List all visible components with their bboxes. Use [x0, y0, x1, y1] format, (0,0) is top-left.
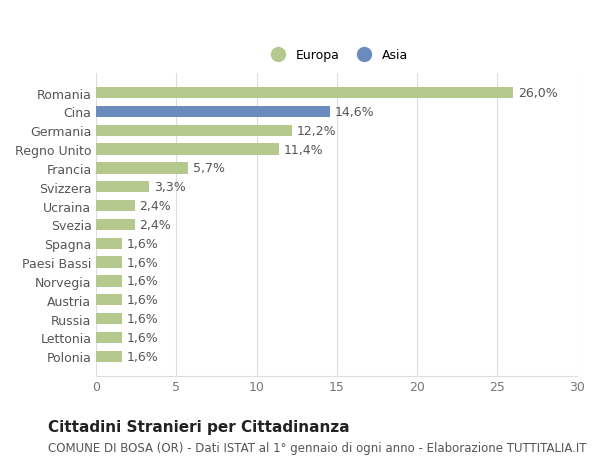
Text: 2,4%: 2,4% — [140, 200, 172, 213]
Bar — [97, 275, 122, 287]
Bar — [97, 106, 331, 118]
Bar — [97, 182, 149, 193]
Bar — [97, 238, 122, 249]
Text: 1,6%: 1,6% — [127, 294, 158, 307]
Text: 1,6%: 1,6% — [127, 237, 158, 250]
Bar — [97, 313, 122, 325]
Text: COMUNE DI BOSA (OR) - Dati ISTAT al 1° gennaio di ogni anno - Elaborazione TUTTI: COMUNE DI BOSA (OR) - Dati ISTAT al 1° g… — [48, 442, 587, 454]
Bar — [97, 125, 292, 137]
Text: 1,6%: 1,6% — [127, 275, 158, 288]
Text: 1,6%: 1,6% — [127, 331, 158, 344]
Text: 3,3%: 3,3% — [154, 181, 186, 194]
Bar — [97, 201, 135, 212]
Bar — [97, 294, 122, 306]
Text: 12,2%: 12,2% — [296, 124, 336, 138]
Bar — [97, 219, 135, 230]
Bar — [97, 332, 122, 343]
Text: 26,0%: 26,0% — [518, 87, 557, 100]
Text: 1,6%: 1,6% — [127, 312, 158, 325]
Bar — [97, 257, 122, 268]
Bar — [97, 144, 279, 156]
Text: 11,4%: 11,4% — [284, 143, 323, 156]
Text: 14,6%: 14,6% — [335, 106, 375, 119]
Legend: Europa, Asia: Europa, Asia — [260, 44, 413, 67]
Text: Cittadini Stranieri per Cittadinanza: Cittadini Stranieri per Cittadinanza — [48, 419, 350, 434]
Bar — [97, 163, 188, 174]
Text: 2,4%: 2,4% — [140, 218, 172, 231]
Text: 1,6%: 1,6% — [127, 256, 158, 269]
Text: 5,7%: 5,7% — [193, 162, 224, 175]
Bar — [97, 88, 513, 99]
Text: 1,6%: 1,6% — [127, 350, 158, 363]
Bar — [97, 351, 122, 362]
